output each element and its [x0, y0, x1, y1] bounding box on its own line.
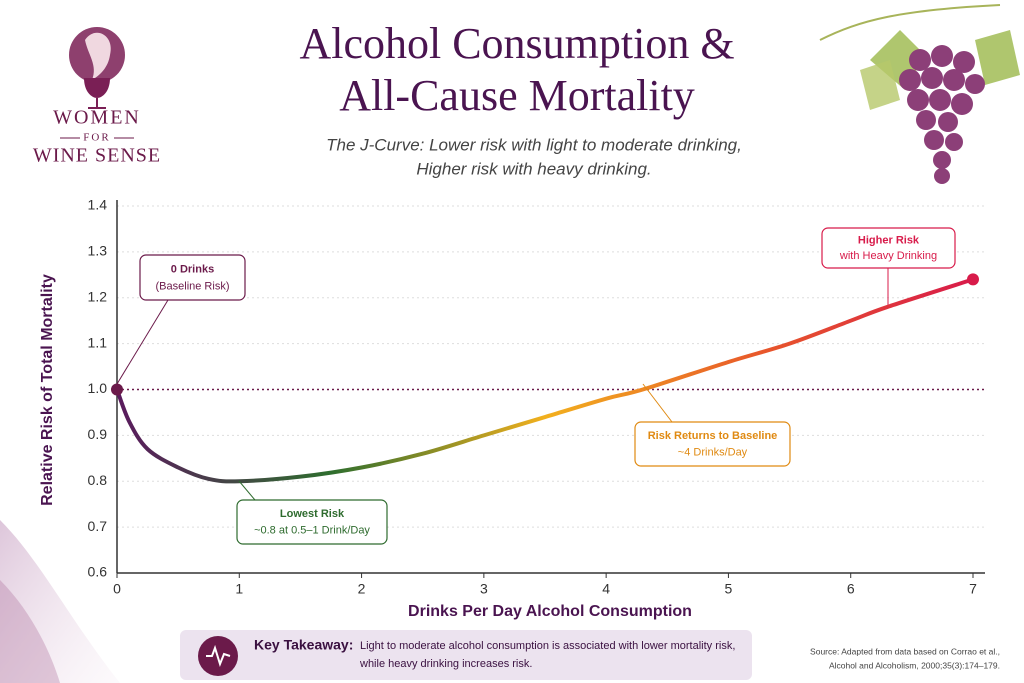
annotation-text: (Baseline Risk) — [156, 280, 230, 292]
annotation-title: Risk Returns to Baseline — [648, 430, 778, 442]
x-tick-label: 6 — [847, 581, 855, 597]
x-tick-label: 3 — [480, 581, 488, 597]
chart-subtitle: The J-Curve: Lower risk with light to mo… — [326, 135, 742, 154]
annotation-title: Lowest Risk — [280, 508, 345, 520]
x-tick-label: 5 — [725, 581, 733, 597]
source: Alcohol and Alcoholism, 2000;35(3):174–1… — [829, 660, 1000, 670]
annotation-box — [236, 499, 388, 545]
x-tick-label: 2 — [358, 581, 366, 597]
annotation-connector — [116, 299, 169, 385]
x-tick-label: 1 — [235, 581, 243, 597]
y-tick-label: 0.7 — [88, 518, 108, 534]
x-tick-label: 7 — [969, 581, 977, 597]
takeaway-box — [180, 630, 752, 680]
decor-swash — [0, 520, 120, 683]
risk-curve — [115, 277, 975, 484]
takeaway-label: Key Takeaway: — [254, 637, 353, 653]
chart-title: Alcohol Consumption & — [299, 19, 734, 68]
annotation-connector — [238, 480, 256, 501]
annotation-text: ~4 Drinks/Day — [678, 447, 748, 459]
y-tick-label: 1.4 — [88, 197, 108, 213]
annotation-box — [821, 227, 956, 269]
y-tick-label: 1.0 — [88, 380, 108, 396]
logo — [69, 27, 125, 109]
y-tick-label: 0.8 — [88, 472, 108, 488]
brand-line: WOMEN — [53, 107, 141, 129]
point-marker — [967, 273, 979, 286]
y-axis-label: Relative Risk of Total Mortality — [39, 274, 56, 506]
y-tick-label: 0.9 — [88, 426, 108, 442]
decor-swash — [0, 580, 60, 683]
takeaway-text: while heavy drinking increases risk. — [359, 658, 532, 670]
annotation-text: ~0.8 at 0.5–1 Drink/Day — [254, 525, 370, 537]
x-tick-label: 4 — [602, 581, 610, 597]
brand-line: FOR — [83, 132, 110, 144]
brand-line: WINE SENSE — [33, 145, 161, 167]
y-tick-label: 0.6 — [88, 564, 108, 580]
decor-grapes — [819, 4, 1020, 184]
annotation-text: with Heavy Drinking — [839, 250, 937, 262]
chart-subtitle: Higher risk with heavy drinking. — [416, 159, 651, 178]
annotation-connector — [642, 383, 673, 423]
annotation-box — [139, 254, 246, 301]
annotation-box — [634, 421, 791, 467]
takeaway-icon — [206, 644, 231, 667]
annotation-title: 0 Drinks — [171, 263, 214, 275]
y-tick-label: 1.2 — [88, 288, 108, 304]
chart-title: All-Cause Mortality — [339, 71, 695, 120]
point-marker — [111, 383, 123, 396]
annotation-title: Higher Risk — [858, 235, 920, 247]
y-tick-label: 1.3 — [88, 243, 108, 259]
x-tick-label: 0 — [113, 581, 121, 597]
source: Source: Adapted from data based on Corra… — [810, 646, 1000, 656]
takeaway-text: Light to moderate alcohol consumption is… — [360, 640, 735, 652]
x-axis-label: Drinks Per Day Alcohol Consumption — [408, 603, 692, 620]
y-tick-label: 1.1 — [88, 334, 108, 350]
